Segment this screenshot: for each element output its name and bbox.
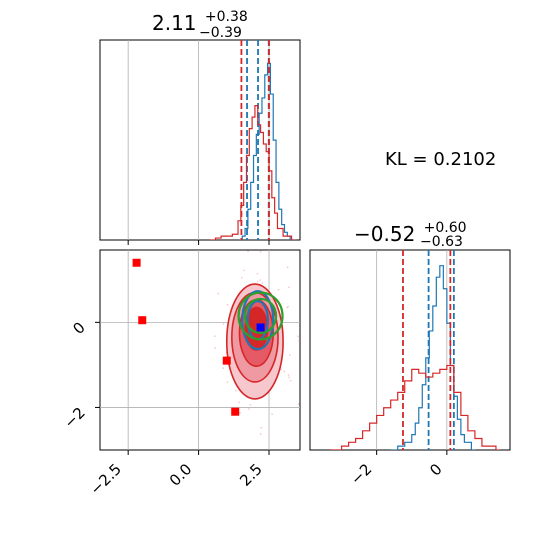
panel-3-title-plus: +0.60	[424, 220, 467, 236]
p2-scatter-point	[298, 339, 300, 342]
p2-scatter-point	[226, 303, 229, 306]
p2-scatter-point	[256, 280, 259, 283]
p3-xtick-label-1: 0	[426, 460, 445, 479]
panel-3-title: −0.52 +0.60	[354, 220, 467, 246]
p2-scatter-point	[214, 347, 217, 349]
p2-scatter-point	[289, 379, 292, 382]
panel-1-title-value: 2.11	[152, 11, 197, 35]
p2-blue-contour-0	[241, 290, 275, 351]
p2-scatter-point	[286, 266, 289, 269]
p3-hist-red	[331, 364, 500, 450]
p2-ytick-label-0: 0	[69, 318, 88, 337]
kl-annotation: KL = 0.2102	[385, 149, 496, 170]
p2-scatter-point	[222, 323, 225, 325]
p2-scatter-point	[287, 374, 290, 376]
p2-scatter-point	[302, 238, 304, 240]
panel-1-title: 2.11 +0.38	[152, 9, 248, 35]
panel-1-title-plus: +0.38	[205, 9, 248, 25]
p2-scatter-point	[287, 286, 290, 289]
panel-right-hist-frame	[309, 249, 511, 451]
p2-green-contour-1	[243, 297, 278, 335]
p2-scatter-point	[259, 250, 262, 253]
p2-scatter-point	[259, 279, 262, 281]
p2-scatter-point	[240, 276, 243, 279]
p2-scatter-point	[261, 282, 264, 284]
p2-scatter-point	[288, 376, 290, 379]
p2-scatter-point	[271, 413, 273, 416]
p1-hist-blue	[239, 62, 295, 240]
p2-scatter-point	[260, 426, 263, 429]
p3-xtick-label-0: −2	[347, 460, 375, 488]
p2-scatter-point	[222, 367, 225, 370]
p2-scatter-point	[235, 389, 237, 392]
p2-xtick-label-2: 2.5	[236, 460, 266, 490]
p2-scatter-point	[247, 250, 250, 253]
p2-green-contour-0	[237, 291, 284, 341]
p2-scatter-point	[288, 354, 291, 357]
p2-scatter-point	[297, 403, 300, 405]
panel-3-title-value: −0.52	[354, 222, 415, 246]
panel-top-hist-frame	[99, 39, 301, 241]
p2-scatter-point	[213, 335, 216, 338]
p3-hist-blue	[390, 265, 476, 450]
p2-blue-marker	[256, 323, 265, 332]
p2-scatter-point	[297, 335, 299, 338]
p2-scatter-point	[277, 288, 280, 291]
p2-scatter-point	[280, 368, 283, 371]
p2-red-marker-1	[138, 316, 147, 325]
p1-hist-red	[209, 105, 296, 240]
p2-red-marker-2	[222, 356, 231, 365]
p2-scatter-point	[239, 412, 241, 414]
p2-scatter-point	[259, 432, 262, 435]
p2-scatter-point	[249, 403, 252, 406]
p2-scatter-point	[248, 408, 250, 410]
p2-red-marker-0	[132, 258, 141, 267]
p2-ytick-label-1: −2	[60, 404, 88, 432]
panel-1-title-minus: −0.39	[199, 25, 242, 41]
p2-red-marker-3	[231, 407, 240, 416]
p2-xtick-label-1: 0.0	[166, 460, 196, 490]
p2-scatter-point	[256, 272, 259, 275]
p2-xtick-label-0: −2.5	[87, 460, 125, 498]
p2-scatter-point	[226, 381, 229, 384]
p2-scatter-point	[286, 306, 289, 309]
p2-scatter-point	[242, 269, 245, 272]
p2-scatter-point	[238, 401, 241, 404]
p2-scatter-point	[283, 370, 286, 373]
panel-3-title-minus: −0.63	[420, 234, 463, 250]
p2-scatter-point	[217, 292, 220, 295]
